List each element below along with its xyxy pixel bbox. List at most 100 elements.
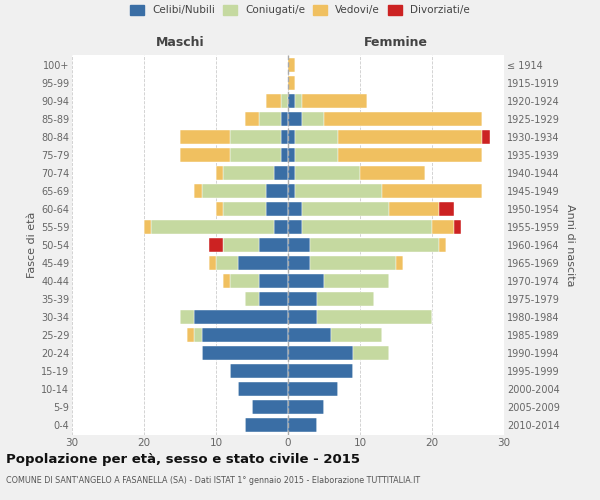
Bar <box>432 220 454 234</box>
Bar <box>274 166 288 180</box>
Bar <box>266 184 288 198</box>
Bar <box>288 256 310 270</box>
Bar <box>194 328 202 342</box>
Bar <box>338 148 482 162</box>
Bar <box>288 112 302 126</box>
Bar <box>216 166 223 180</box>
Bar <box>194 184 202 198</box>
Bar <box>288 310 317 324</box>
Bar <box>310 238 439 252</box>
Bar <box>274 220 288 234</box>
Bar <box>288 202 302 216</box>
Bar <box>223 238 259 252</box>
Bar <box>230 364 288 378</box>
Bar <box>281 130 288 144</box>
Y-axis label: Anni di nascita: Anni di nascita <box>565 204 575 286</box>
Bar <box>288 76 295 90</box>
Bar <box>317 292 374 306</box>
Bar <box>288 94 295 108</box>
Bar <box>288 382 338 396</box>
Legend: Celibi/Nubili, Coniugati/e, Vedovi/e, Divorziati/e: Celibi/Nubili, Coniugati/e, Vedovi/e, Di… <box>130 5 470 15</box>
Bar <box>331 328 382 342</box>
Bar <box>281 148 288 162</box>
Bar <box>288 58 295 72</box>
Bar <box>295 94 302 108</box>
Bar <box>194 310 288 324</box>
Bar <box>238 256 288 270</box>
Bar <box>302 94 367 108</box>
Bar <box>288 220 302 234</box>
Bar <box>281 94 288 108</box>
Bar <box>180 130 230 144</box>
Bar <box>396 256 403 270</box>
Bar <box>238 382 288 396</box>
Bar <box>360 166 425 180</box>
Bar <box>266 94 281 108</box>
Bar <box>302 112 324 126</box>
Bar <box>216 256 238 270</box>
Bar <box>389 202 439 216</box>
Bar <box>288 328 331 342</box>
Bar <box>439 238 446 252</box>
Bar <box>180 310 194 324</box>
Text: COMUNE DI SANT'ANGELO A FASANELLA (SA) - Dati ISTAT 1° gennaio 2015 - Elaborazio: COMUNE DI SANT'ANGELO A FASANELLA (SA) -… <box>6 476 420 485</box>
Bar <box>288 292 317 306</box>
Bar <box>230 130 281 144</box>
Y-axis label: Fasce di età: Fasce di età <box>26 212 37 278</box>
Bar <box>259 292 288 306</box>
Bar <box>295 166 360 180</box>
Bar <box>223 166 274 180</box>
Bar <box>288 166 295 180</box>
Text: Popolazione per età, sesso e stato civile - 2015: Popolazione per età, sesso e stato civil… <box>6 452 360 466</box>
Bar <box>288 346 353 360</box>
Bar <box>288 238 310 252</box>
Bar <box>202 184 266 198</box>
Bar <box>259 112 281 126</box>
Bar <box>202 346 288 360</box>
Bar <box>259 274 288 288</box>
Bar <box>288 184 295 198</box>
Bar <box>288 400 324 414</box>
Bar <box>245 418 288 432</box>
Bar <box>295 184 382 198</box>
Bar <box>151 220 274 234</box>
Bar <box>209 256 216 270</box>
Bar <box>454 220 461 234</box>
Bar <box>259 238 288 252</box>
Bar <box>324 112 482 126</box>
Bar <box>202 328 288 342</box>
Bar <box>288 274 324 288</box>
Bar <box>288 418 317 432</box>
Bar <box>302 202 389 216</box>
Bar <box>209 238 223 252</box>
Bar <box>317 310 432 324</box>
Bar <box>324 274 389 288</box>
Bar <box>180 148 230 162</box>
Bar <box>302 220 432 234</box>
Bar <box>230 274 259 288</box>
Bar <box>295 130 338 144</box>
Bar <box>245 112 259 126</box>
Bar <box>295 148 338 162</box>
Bar <box>252 400 288 414</box>
Bar <box>288 130 295 144</box>
Bar <box>310 256 396 270</box>
Bar <box>216 202 223 216</box>
Bar <box>223 274 230 288</box>
Bar <box>288 148 295 162</box>
Bar <box>266 202 288 216</box>
Bar <box>230 148 281 162</box>
Bar <box>482 130 490 144</box>
Bar <box>223 202 266 216</box>
Bar <box>439 202 454 216</box>
Bar <box>338 130 482 144</box>
Bar <box>144 220 151 234</box>
Bar <box>288 364 353 378</box>
Bar <box>187 328 194 342</box>
Bar <box>245 292 259 306</box>
Text: Maschi: Maschi <box>155 36 205 49</box>
Bar <box>382 184 482 198</box>
Bar <box>353 346 389 360</box>
Text: Femmine: Femmine <box>364 36 428 49</box>
Bar <box>281 112 288 126</box>
